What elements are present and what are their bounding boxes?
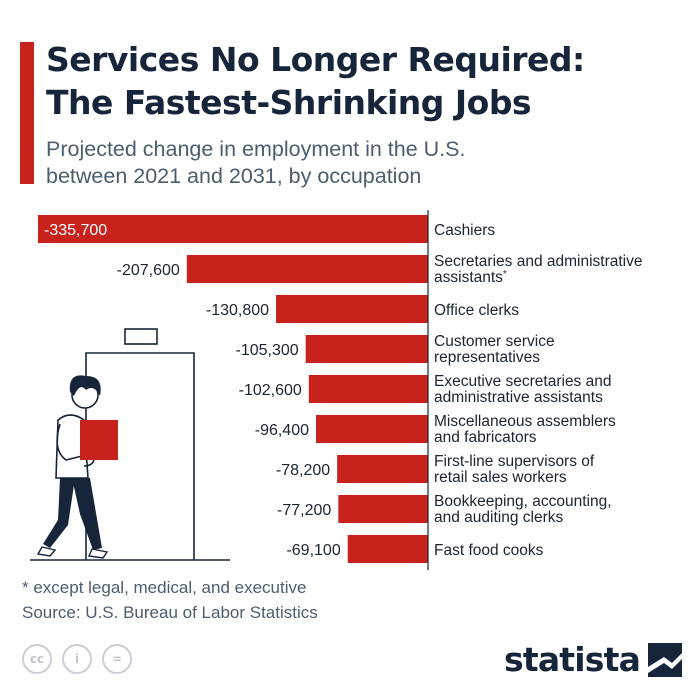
bar-value-label: -105,300 [235, 342, 298, 359]
brand-mark-icon [648, 643, 683, 677]
license-icons: cc i = [22, 644, 132, 674]
category-label: Executive secretaries and administrative … [434, 373, 611, 406]
bar-value-label: -78,200 [276, 462, 330, 479]
category-label-line: Fast food cooks [434, 542, 544, 559]
category-label: First-line supervisors of retail sales wo… [434, 453, 595, 486]
page-title: Services No Longer Required: The Fastest… [46, 40, 585, 122]
category-label-line: Bookkeeping, accounting, [434, 493, 612, 510]
footnote: * except legal, medical, and executive [22, 578, 307, 597]
category-label-line: and fabricators [434, 429, 537, 446]
category-label-line: Executive secretaries and [434, 373, 611, 390]
bar-value-label: -69,100 [286, 542, 340, 559]
bar-value-label: -130,800 [206, 302, 269, 319]
bar [338, 495, 428, 523]
bar [305, 335, 428, 363]
title-accent-bar [20, 42, 34, 184]
bar [347, 535, 428, 563]
bar [308, 375, 428, 403]
category-label-line: Secretaries and administrative [434, 253, 643, 270]
category-label-line: First-line supervisors of [434, 453, 595, 470]
category-label: Cashiers [434, 222, 495, 239]
box-being-carried [80, 420, 118, 460]
bar-value-label: -77,200 [277, 502, 331, 519]
category-label: Office clerks [434, 302, 519, 319]
category-label: Customer service representatives [434, 333, 555, 366]
category-label-line: Cashiers [434, 222, 495, 239]
page-subtitle: Projected change in employment in the U.… [46, 137, 466, 188]
attribution-icon[interactable]: i [62, 644, 92, 674]
category-label-line: assistants* [434, 269, 507, 286]
bar-value-label: -102,600 [239, 382, 302, 399]
footnote-marker: * [503, 269, 507, 280]
bar-value-label: -96,400 [255, 422, 309, 439]
category-label: Fast food cooks [434, 542, 544, 559]
category-label: Bookkeeping, accounting, and auditing cle… [434, 493, 612, 526]
bar [337, 455, 428, 483]
category-label-line: and auditing clerks [434, 509, 563, 526]
category-label-line: administrative assistants [434, 389, 603, 406]
bar [316, 415, 428, 443]
category-label: Miscellaneous assemblers and fabricators [434, 413, 616, 446]
brand-wordmark: statista [504, 640, 641, 679]
category-label-line: retail sales workers [434, 469, 567, 486]
source-note: Source: U.S. Bureau of Labor Statistics [22, 603, 318, 622]
no-derivatives-icon[interactable]: = [102, 644, 132, 674]
bar [276, 295, 428, 323]
worker-figure [36, 375, 118, 559]
bar-value-label: -207,600 [117, 262, 180, 279]
bar [38, 215, 428, 243]
category-label-line: Miscellaneous assemblers [434, 413, 616, 430]
worker-leaving-illustration [30, 328, 230, 561]
exit-sign [124, 328, 158, 345]
category-label-line: Office clerks [434, 302, 519, 319]
category-label-line: Customer service [434, 333, 555, 350]
category-label: Secretaries and administrative assistants… [434, 253, 643, 286]
bar-value-label: -335,700 [44, 222, 107, 239]
statista-logo[interactable]: statista [504, 640, 683, 680]
creative-commons-icon[interactable]: cc [22, 644, 52, 674]
category-label-line: representatives [434, 349, 540, 366]
bar [186, 255, 428, 283]
